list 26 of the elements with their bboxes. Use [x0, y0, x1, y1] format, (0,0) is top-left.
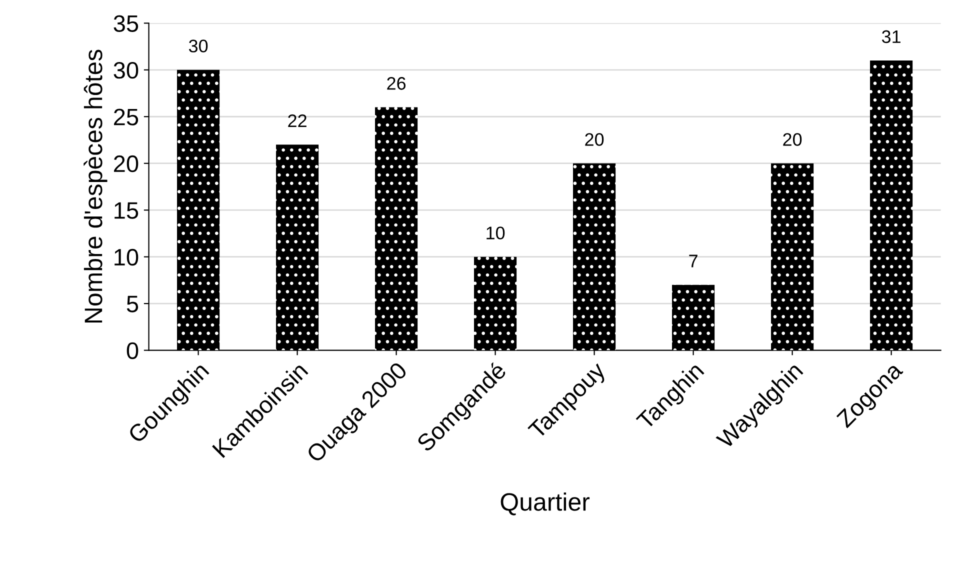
bar	[276, 144, 319, 350]
bar	[375, 107, 418, 350]
data-label: 30	[188, 40, 208, 52]
y-tick-label: 10	[114, 248, 138, 266]
bar	[672, 284, 715, 350]
bar	[177, 70, 220, 350]
y-tick-label: 0	[126, 342, 138, 360]
data-label: 31	[882, 30, 900, 44]
bar	[771, 163, 814, 350]
y-tick-label: 30	[114, 62, 138, 79]
bar	[870, 60, 913, 350]
y-tick-label: 35	[114, 15, 138, 32]
data-label: 22	[288, 114, 306, 128]
data-label: 7	[689, 254, 698, 268]
data-label: 10	[486, 226, 505, 240]
y-tick-label: 20	[114, 155, 138, 172]
data-label: 26	[387, 77, 406, 90]
data-label: 20	[783, 133, 802, 146]
bar	[474, 256, 517, 350]
data-label: 20	[585, 133, 604, 146]
y-tick-label: 15	[114, 202, 138, 219]
bar	[573, 163, 616, 350]
x-axis-title: Quartier	[500, 492, 590, 516]
y-tick-label: 25	[114, 108, 138, 126]
y-axis-title: Nombre d'espèces hôtes	[84, 50, 108, 323]
y-tick-label: 5	[126, 296, 138, 312]
